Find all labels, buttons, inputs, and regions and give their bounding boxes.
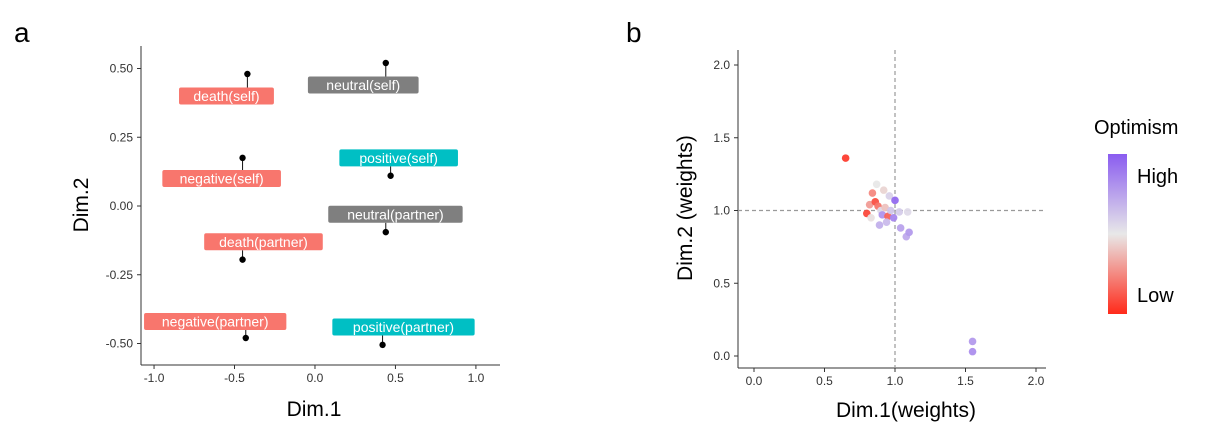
panel-a-x-tick-label: 1.0 bbox=[468, 371, 485, 385]
panel-b-point bbox=[882, 218, 891, 226]
panel-b-x-tick-label: 2.0 bbox=[1028, 374, 1045, 388]
panel-b-point bbox=[867, 213, 875, 222]
panel-b-point bbox=[889, 213, 898, 222]
panel-a-label-box bbox=[204, 233, 323, 251]
panel-b-letter: b bbox=[626, 17, 642, 48]
panel-b-point bbox=[879, 186, 888, 194]
panel-b-point bbox=[885, 192, 894, 200]
panel-a-point bbox=[387, 172, 394, 179]
panel-a-x-tick-label: -1.0 bbox=[144, 371, 165, 385]
panel-a-x-axis-title: Dim.1 bbox=[287, 398, 342, 421]
panel-b-y-tick-label: 0.5 bbox=[713, 276, 730, 290]
panel-b-x-tick-label: 1.5 bbox=[957, 374, 974, 388]
legend-title: Optimism bbox=[1094, 117, 1178, 139]
panel-a-point bbox=[242, 334, 249, 342]
panel-a-x-tick-label: 0.5 bbox=[387, 371, 404, 385]
panel-b-point bbox=[895, 208, 904, 216]
panel-a-point-label: positive(self) bbox=[359, 150, 438, 166]
panel-b-x-tick-label: 1.0 bbox=[887, 374, 904, 388]
panel-b-point bbox=[905, 228, 913, 237]
panel-a-label-box bbox=[179, 87, 274, 105]
panel-a-label-box bbox=[332, 318, 475, 336]
panel-b-point bbox=[968, 347, 977, 356]
panel-a-x-tick-label: -0.5 bbox=[224, 371, 245, 385]
panel-a-y-tick-label: -0.25 bbox=[106, 268, 134, 282]
panel-a-letter: a bbox=[14, 17, 30, 48]
legend-low-label: Low bbox=[1137, 285, 1174, 307]
panel-a-point-label: neutral(self) bbox=[326, 77, 400, 93]
panel-b-point bbox=[875, 221, 884, 229]
panel-b-x-tick-label: 0.5 bbox=[816, 374, 833, 388]
panel-b-y-tick-label: 0.0 bbox=[713, 349, 730, 363]
panel-a-label-box bbox=[339, 149, 458, 167]
panel-a-label-box bbox=[307, 76, 419, 94]
optimism-legend: Optimism High Low bbox=[1094, 117, 1178, 314]
panel-a-point bbox=[382, 59, 389, 67]
panel-a-point-label: neutral(partner) bbox=[347, 206, 444, 222]
panel-b-point bbox=[968, 337, 977, 346]
panel-b-y-axis-title: Dim.2 (weights) bbox=[674, 135, 697, 281]
panel-a-y-tick-label: 0.50 bbox=[110, 62, 134, 76]
panel-a-point-label: negative(self) bbox=[180, 171, 264, 187]
panel-a-point bbox=[239, 154, 246, 162]
panel-a-point-label: positive(partner) bbox=[353, 319, 454, 335]
panel-a-point bbox=[379, 341, 386, 349]
panel-a-point-label: death(self) bbox=[193, 88, 259, 104]
panel-b-point bbox=[865, 200, 874, 209]
panel-b-x-axis-title: Dim.1(weights) bbox=[836, 399, 976, 422]
panel-a-x-tick-label: 0.0 bbox=[307, 371, 324, 385]
panel-b-point bbox=[872, 180, 881, 189]
panel-a-y-tick-label: -0.50 bbox=[106, 337, 134, 351]
panel-a-point bbox=[382, 228, 389, 236]
panel-a-label-box bbox=[144, 313, 287, 330]
panel-b-y-tick-label: 1.5 bbox=[713, 131, 730, 145]
panel-b-scatter: 0.0 0.5 1.0 1.5 2.0 2.0 1.5 1.0 0.5 0.0 bbox=[713, 50, 1046, 388]
panel-a-label-box bbox=[162, 170, 281, 187]
panel-b-y-tick-label: 2.0 bbox=[713, 58, 730, 72]
panel-a-label-box bbox=[328, 205, 463, 223]
panel-a-point bbox=[244, 70, 251, 78]
panel-a-point-label: death(partner) bbox=[219, 234, 308, 250]
panel-b-point bbox=[841, 154, 850, 162]
panel-a-y-tick-label: 0.25 bbox=[110, 130, 134, 144]
panel-a-point bbox=[239, 256, 246, 263]
panel-b-point bbox=[903, 208, 912, 216]
legend-colorbar bbox=[1108, 154, 1127, 314]
panel-a-y-axis-title: Dim.2 bbox=[70, 178, 93, 233]
panel-b-point bbox=[891, 196, 899, 205]
panel-b-y-tick-label: 1.0 bbox=[713, 204, 730, 218]
panel-a-point-label: negative(partner) bbox=[162, 314, 269, 330]
panel-b-point bbox=[868, 189, 877, 197]
legend-high-label: High bbox=[1137, 166, 1178, 188]
panel-b-point bbox=[896, 224, 905, 232]
panel-b-point bbox=[881, 203, 889, 212]
panel-a-y-tick-label: 0.00 bbox=[110, 199, 134, 213]
panel-b-point bbox=[886, 206, 895, 215]
panel-a-scatter: -1.0 -0.5 0.0 0.5 1.0 0.50 0.25 0.00 -0.25 -0.50 d… bbox=[106, 46, 500, 385]
panel-b-x-tick-label: 0.0 bbox=[746, 374, 763, 388]
